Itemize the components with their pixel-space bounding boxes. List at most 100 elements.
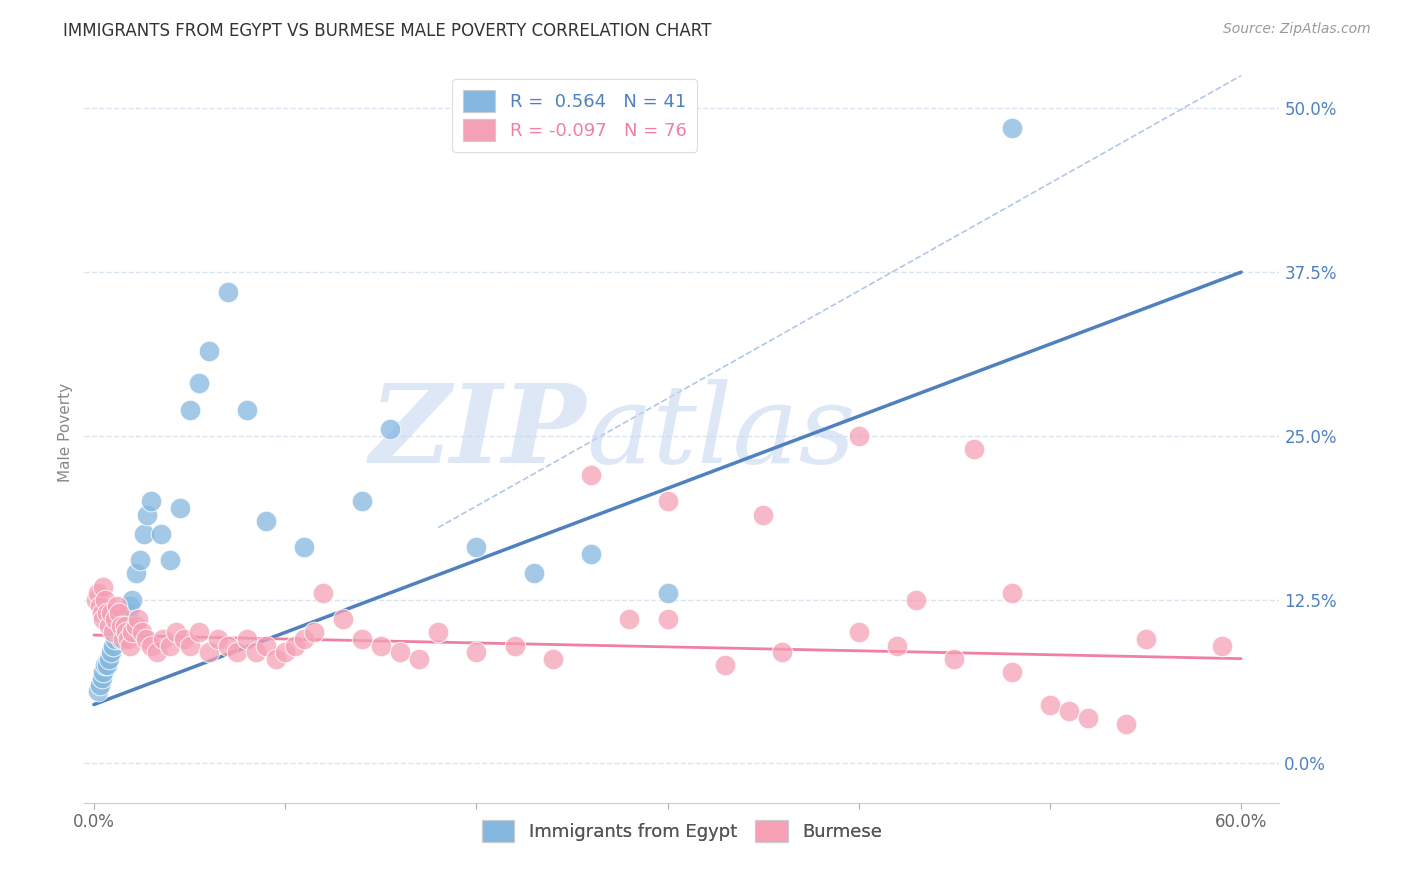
Y-axis label: Male Poverty: Male Poverty [58, 383, 73, 483]
Point [292, 632, 315, 646]
Point [107, 625, 129, 640]
Point [173, 632, 195, 646]
Point [1211, 639, 1233, 653]
Point [579, 547, 602, 561]
Point [254, 639, 277, 653]
Point [350, 494, 373, 508]
Point [236, 402, 259, 417]
Point [465, 645, 488, 659]
Point [1001, 120, 1024, 135]
Point [114, 619, 136, 633]
Point [90, 606, 112, 620]
Point [96, 606, 118, 620]
Point [905, 592, 928, 607]
Point [1057, 704, 1080, 718]
Point [197, 645, 219, 659]
Point [117, 632, 139, 646]
Point [179, 639, 201, 653]
Point [93, 612, 115, 626]
Point [111, 612, 134, 626]
Point [465, 541, 488, 555]
Point [380, 422, 402, 436]
Point [159, 553, 181, 567]
Point [408, 651, 430, 665]
Point [657, 494, 679, 508]
Point [125, 619, 148, 633]
Point [312, 586, 335, 600]
Point [169, 500, 191, 515]
Point [165, 625, 187, 640]
Point [93, 665, 115, 679]
Point [274, 645, 297, 659]
Point [284, 639, 307, 653]
Point [427, 625, 450, 640]
Point [98, 619, 121, 633]
Point [121, 625, 143, 640]
Point [848, 429, 870, 443]
Point [152, 632, 174, 646]
Point [117, 606, 139, 620]
Point [110, 632, 132, 646]
Point [714, 658, 737, 673]
Point [943, 651, 966, 665]
Point [197, 343, 219, 358]
Point [136, 508, 159, 522]
Point [146, 645, 169, 659]
Point [96, 658, 118, 673]
Point [101, 625, 124, 640]
Point [350, 632, 373, 646]
Point [84, 592, 107, 607]
Point [226, 645, 249, 659]
Point [90, 671, 112, 685]
Point [332, 612, 354, 626]
Point [579, 468, 602, 483]
Point [302, 625, 325, 640]
Point [619, 612, 641, 626]
Point [503, 639, 526, 653]
Point [848, 625, 870, 640]
Point [370, 639, 392, 653]
Point [657, 612, 679, 626]
Point [179, 402, 201, 417]
Point [87, 684, 110, 698]
Point [149, 527, 172, 541]
Point [159, 639, 181, 653]
Point [1039, 698, 1062, 712]
Point [770, 645, 793, 659]
Point [1077, 711, 1099, 725]
Point [141, 494, 163, 508]
Point [128, 553, 150, 567]
Text: ZIP: ZIP [370, 379, 586, 486]
Point [264, 651, 287, 665]
Point [254, 514, 277, 528]
Point [120, 639, 142, 653]
Legend: Immigrants from Egypt, Burmese: Immigrants from Egypt, Burmese [475, 813, 889, 849]
Point [105, 599, 128, 614]
Point [101, 639, 124, 653]
Point [188, 376, 211, 391]
Point [188, 625, 211, 640]
Point [1115, 717, 1137, 731]
Point [107, 606, 129, 620]
Point [752, 508, 775, 522]
Point [94, 658, 117, 673]
Point [87, 586, 110, 600]
Point [523, 566, 546, 581]
Point [217, 285, 239, 299]
Point [207, 632, 229, 646]
Point [1135, 632, 1157, 646]
Point [120, 599, 142, 614]
Text: IMMIGRANTS FROM EGYPT VS BURMESE MALE POVERTY CORRELATION CHART: IMMIGRANTS FROM EGYPT VS BURMESE MALE PO… [63, 22, 711, 40]
Point [135, 632, 157, 646]
Point [89, 599, 111, 614]
Point [132, 527, 155, 541]
Point [115, 625, 138, 640]
Point [98, 651, 121, 665]
Point [89, 678, 111, 692]
Point [100, 645, 122, 659]
Point [100, 606, 122, 620]
Point [541, 651, 564, 665]
Point [93, 580, 115, 594]
Point [141, 639, 163, 653]
Text: atlas: atlas [586, 379, 856, 486]
